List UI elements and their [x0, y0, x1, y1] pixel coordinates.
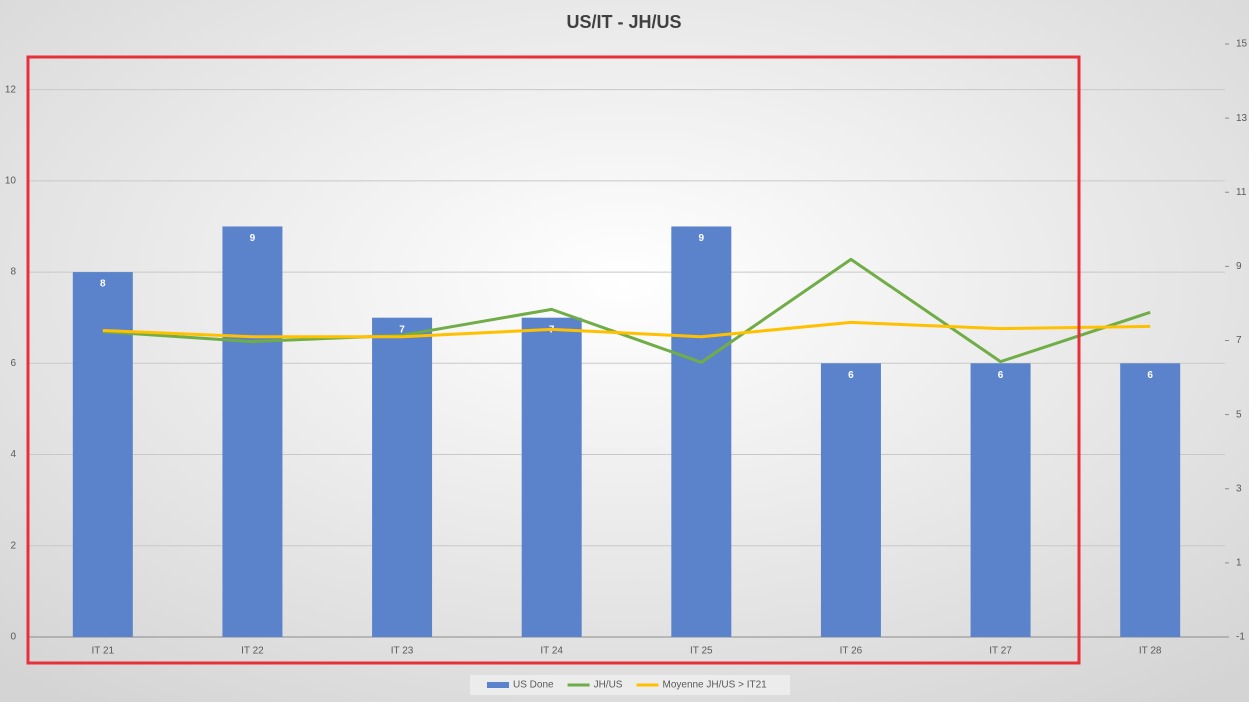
data-label: 6 [1147, 370, 1153, 381]
x-tick-label: IT 22 [241, 646, 264, 657]
bar [72, 272, 133, 637]
bar [1120, 363, 1181, 637]
legend-box [470, 675, 790, 695]
y2-tick-label: 13 [1236, 113, 1248, 124]
data-label: 7 [399, 324, 405, 335]
x-tick-label: IT 23 [391, 646, 414, 657]
legend-label: JH/US [594, 680, 623, 691]
y-tick-label: 4 [10, 449, 16, 460]
x-tick-label: IT 24 [540, 646, 563, 657]
y-tick-label: 12 [5, 84, 17, 95]
bar [521, 317, 582, 637]
y2-tick-label: 9 [1236, 261, 1242, 272]
highlight-box [26, 55, 1081, 665]
y2-tick-label: 7 [1236, 335, 1242, 346]
bar [222, 226, 283, 637]
y2-tick-label: 3 [1236, 483, 1242, 494]
x-tick-label: IT 27 [989, 646, 1012, 657]
y-tick-label: 6 [10, 358, 16, 369]
x-tick-label: IT 28 [1139, 646, 1162, 657]
bar [671, 226, 732, 637]
y2-tick-label: 1 [1236, 558, 1242, 569]
data-label: 6 [848, 370, 854, 381]
line [102, 320, 1151, 339]
y2-tick-label: 5 [1236, 409, 1242, 420]
y2-tick-label: 15 [1236, 39, 1248, 50]
x-tick-label: IT 26 [840, 646, 863, 657]
bar [970, 363, 1031, 637]
line [102, 257, 1151, 364]
data-label: 9 [699, 233, 705, 244]
bar [820, 363, 881, 637]
chart-title: US/IT - JH/US [566, 12, 681, 32]
y-tick-label: 0 [10, 632, 16, 643]
y-tick-label: 8 [10, 267, 16, 278]
x-tick-label: IT 25 [690, 646, 713, 657]
y-tick-label: 2 [10, 540, 16, 551]
data-label: 6 [998, 370, 1004, 381]
legend: US Done JH/US Moyenne JH/US > IT21 [487, 680, 767, 691]
y2-tick-label: 11 [1236, 187, 1247, 198]
y2-tick-label: -1 [1236, 632, 1245, 643]
legend-swatch [487, 682, 509, 688]
data-label: 9 [250, 233, 256, 244]
bar [372, 317, 433, 637]
x-tick-label: IT 21 [92, 646, 115, 657]
legend-label: Moyenne JH/US > IT21 [662, 680, 767, 691]
legend-label: US Done [513, 680, 554, 691]
data-label: 8 [100, 279, 106, 290]
y-tick-label: 10 [5, 175, 17, 186]
